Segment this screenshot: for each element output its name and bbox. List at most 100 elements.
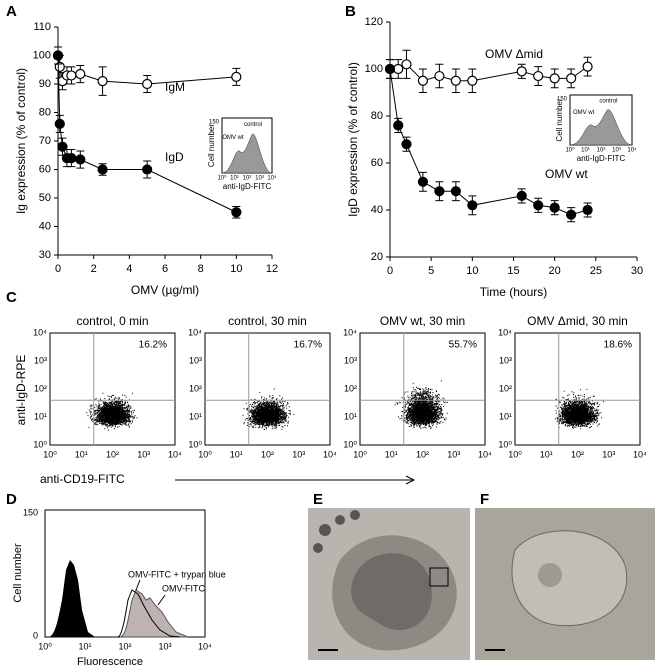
x-tick-label: 10² <box>118 641 131 651</box>
x-tick-label: 10² <box>571 449 584 459</box>
y-tick-label: 60 <box>39 163 51 175</box>
y-tick-label: 10¹ <box>34 411 47 421</box>
data-point <box>97 76 108 87</box>
plot-title: OMV Δmid, 30 min <box>527 314 628 328</box>
y-tick-label: 10⁰ <box>188 439 202 449</box>
x-tick-label: 10⁰ <box>508 449 522 459</box>
panel-letter: F <box>480 491 489 508</box>
data-point <box>393 120 404 131</box>
y-tick-label: 90 <box>39 78 51 90</box>
x-tick-label: 2 <box>91 263 97 275</box>
x-tick-label: 10⁴ <box>168 449 182 459</box>
data-point <box>401 59 412 70</box>
x-tick-label: 10⁴ <box>478 449 492 459</box>
x-tick-label: 10² <box>106 449 119 459</box>
x-tick-label: 10³ <box>447 449 460 459</box>
inset-x-tick: 10¹ <box>230 176 239 182</box>
quadrant-percent: 18.6% <box>604 340 632 351</box>
x-tick-label: 10⁴ <box>323 449 337 459</box>
x-tick-label: 10¹ <box>540 449 553 459</box>
y-tick-label: 30 <box>39 249 51 261</box>
y-axis-label: IgD expression (% of control) <box>346 62 360 217</box>
x-tick-label: 12 <box>266 263 278 275</box>
x-tick-label: 10⁴ <box>633 449 647 459</box>
x-tick-label: 0 <box>55 263 61 275</box>
inset-label: OMV wt <box>573 110 595 116</box>
x-axis-label: OMV (µg/ml) <box>131 283 199 297</box>
y-tick-label: 10⁴ <box>188 327 202 337</box>
inset-histogram <box>221 134 273 174</box>
data-point <box>467 75 478 86</box>
data-point <box>401 139 412 150</box>
x-tick-label: 10³ <box>137 449 150 459</box>
plot-frame <box>49 332 176 446</box>
y-tick-label: 10⁰ <box>343 439 357 449</box>
data-point <box>533 200 544 211</box>
y-tick-label: 10² <box>189 383 202 393</box>
plot-frame <box>359 332 486 446</box>
y-tick-label: 50 <box>39 192 51 204</box>
y-tick-label: 0 <box>33 630 38 640</box>
flow-dots <box>394 380 448 429</box>
y-tick-label: 10² <box>34 383 47 393</box>
data-point <box>450 75 461 86</box>
x-axis-label: anti-CD19-FITC <box>40 472 125 486</box>
data-point <box>467 200 478 211</box>
data-point <box>231 71 242 82</box>
y-tick-label: 80 <box>371 110 383 122</box>
inset-x-tick: 10⁴ <box>267 175 277 182</box>
series-label: OMV Δmid <box>485 47 543 61</box>
data-point <box>417 176 429 187</box>
inset-label: OMV wt <box>222 135 244 141</box>
y-axis-label: Cell number <box>12 543 24 603</box>
data-point <box>66 70 77 81</box>
data-point <box>52 50 64 61</box>
histogram-plot <box>44 509 206 638</box>
data-point <box>54 61 65 73</box>
y-tick-label: 20 <box>371 251 383 263</box>
inset-x-tick: 10⁰ <box>217 175 227 182</box>
x-tick-label: 10² <box>416 449 429 459</box>
data-point <box>384 63 396 75</box>
series-label: IgD <box>165 150 184 164</box>
data-point <box>450 186 461 197</box>
x-tick-label: 6 <box>162 263 168 275</box>
data-point <box>142 78 153 90</box>
x-tick-label: 8 <box>198 263 204 275</box>
y-tick-label: 10³ <box>189 355 202 365</box>
quadrant-percent: 16.2% <box>139 340 167 351</box>
x-tick-label: 10 <box>466 265 478 277</box>
x-tick-label: 10⁴ <box>198 641 212 651</box>
data-point <box>434 70 445 82</box>
y-tick-label: 100 <box>365 63 383 75</box>
inset-histogram <box>569 109 633 146</box>
inset-x-tick: 10² <box>243 176 252 182</box>
histogram-trypan <box>117 589 181 638</box>
data-point <box>533 70 544 82</box>
data-point <box>54 118 65 130</box>
flow-dots <box>86 392 138 431</box>
inset-y-max: 150 <box>557 97 568 103</box>
x-tick-label: 25 <box>590 265 602 277</box>
inset-x-tick: 10³ <box>255 176 264 182</box>
data-point <box>566 73 577 84</box>
arrow <box>135 579 141 591</box>
y-tick-label: 10¹ <box>499 411 512 421</box>
flow-dots <box>242 388 295 430</box>
x-tick-label: 0 <box>387 265 393 277</box>
label: OMV-FITC + trypan blue <box>128 569 226 579</box>
inset-x-tick: 10¹ <box>581 148 590 154</box>
x-tick-label: 20 <box>549 265 561 277</box>
micrograph <box>308 508 470 660</box>
y-tick-label: 10¹ <box>344 411 357 421</box>
y-tick-label: 10³ <box>34 355 47 365</box>
x-axis-label: Fluorescence <box>77 656 143 668</box>
data-point <box>417 75 429 86</box>
data-point <box>434 186 445 197</box>
y-tick-label: 10⁴ <box>343 327 357 337</box>
x-tick-label: 4 <box>126 263 132 275</box>
x-tick-label: 10³ <box>602 449 615 459</box>
inset-label: control <box>244 122 262 128</box>
data-point <box>516 66 527 77</box>
inset-y-max: 150 <box>209 120 220 126</box>
